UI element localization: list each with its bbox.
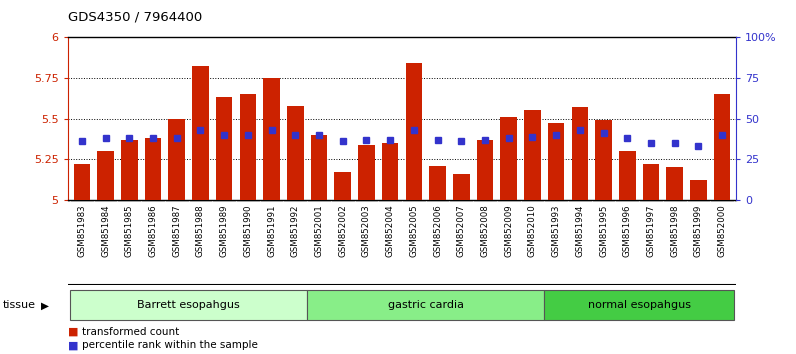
Text: GSM851996: GSM851996 bbox=[622, 204, 632, 257]
Bar bbox=[548, 124, 564, 200]
Bar bbox=[595, 120, 612, 200]
Bar bbox=[97, 151, 114, 200]
Bar bbox=[263, 78, 280, 200]
Bar bbox=[501, 117, 517, 200]
Text: GSM851992: GSM851992 bbox=[291, 204, 300, 257]
Text: GSM851989: GSM851989 bbox=[220, 204, 228, 257]
Bar bbox=[358, 145, 375, 200]
Text: GSM851994: GSM851994 bbox=[576, 204, 584, 257]
Text: GSM852008: GSM852008 bbox=[481, 204, 490, 257]
Bar bbox=[453, 174, 470, 200]
Bar bbox=[642, 164, 659, 200]
Bar bbox=[619, 151, 635, 200]
Text: GSM852003: GSM852003 bbox=[362, 204, 371, 257]
Bar bbox=[334, 172, 351, 200]
Bar bbox=[666, 167, 683, 200]
Text: GSM851997: GSM851997 bbox=[646, 204, 655, 257]
Text: ▶: ▶ bbox=[41, 300, 49, 310]
Bar bbox=[714, 94, 731, 200]
Bar bbox=[477, 140, 494, 200]
Text: GDS4350 / 7964400: GDS4350 / 7964400 bbox=[68, 11, 202, 24]
Bar bbox=[216, 97, 232, 200]
Bar bbox=[287, 105, 303, 200]
FancyBboxPatch shape bbox=[307, 290, 544, 320]
Text: GSM852001: GSM852001 bbox=[314, 204, 323, 257]
Text: GSM851983: GSM851983 bbox=[77, 204, 87, 257]
Text: GSM851984: GSM851984 bbox=[101, 204, 110, 257]
FancyBboxPatch shape bbox=[544, 290, 734, 320]
Bar bbox=[382, 143, 399, 200]
Bar bbox=[169, 119, 185, 200]
Text: GSM852000: GSM852000 bbox=[717, 204, 727, 257]
Text: GSM851990: GSM851990 bbox=[244, 204, 252, 257]
Text: GSM851993: GSM851993 bbox=[552, 204, 560, 257]
Text: normal esopahgus: normal esopahgus bbox=[587, 300, 691, 310]
Text: GSM851995: GSM851995 bbox=[599, 204, 608, 257]
Bar bbox=[240, 94, 256, 200]
Bar bbox=[310, 135, 327, 200]
Text: GSM852005: GSM852005 bbox=[409, 204, 419, 257]
Bar bbox=[145, 138, 162, 200]
Text: GSM851987: GSM851987 bbox=[172, 204, 181, 257]
Text: Barrett esopahgus: Barrett esopahgus bbox=[137, 300, 240, 310]
Text: GSM851985: GSM851985 bbox=[125, 204, 134, 257]
Text: gastric cardia: gastric cardia bbox=[388, 300, 464, 310]
Text: GSM852004: GSM852004 bbox=[385, 204, 395, 257]
Bar bbox=[524, 110, 540, 200]
Text: GSM851991: GSM851991 bbox=[267, 204, 276, 257]
Text: GSM851986: GSM851986 bbox=[149, 204, 158, 257]
Bar bbox=[572, 107, 588, 200]
Text: ■: ■ bbox=[68, 327, 78, 337]
Text: GSM852007: GSM852007 bbox=[457, 204, 466, 257]
Bar bbox=[405, 63, 422, 200]
Text: GSM852009: GSM852009 bbox=[504, 204, 513, 257]
Text: tissue: tissue bbox=[2, 300, 35, 310]
Text: GSM851988: GSM851988 bbox=[196, 204, 205, 257]
Text: GSM851999: GSM851999 bbox=[694, 204, 703, 257]
Text: GSM852006: GSM852006 bbox=[433, 204, 442, 257]
Text: GSM852002: GSM852002 bbox=[338, 204, 347, 257]
Bar bbox=[192, 67, 209, 200]
Bar bbox=[429, 166, 446, 200]
Text: GSM852010: GSM852010 bbox=[528, 204, 537, 257]
FancyBboxPatch shape bbox=[70, 290, 307, 320]
Bar bbox=[121, 140, 138, 200]
Text: GSM851998: GSM851998 bbox=[670, 204, 679, 257]
Bar bbox=[690, 181, 707, 200]
Text: percentile rank within the sample: percentile rank within the sample bbox=[82, 340, 258, 350]
Text: transformed count: transformed count bbox=[82, 327, 179, 337]
Bar bbox=[73, 164, 90, 200]
Text: ■: ■ bbox=[68, 340, 78, 350]
